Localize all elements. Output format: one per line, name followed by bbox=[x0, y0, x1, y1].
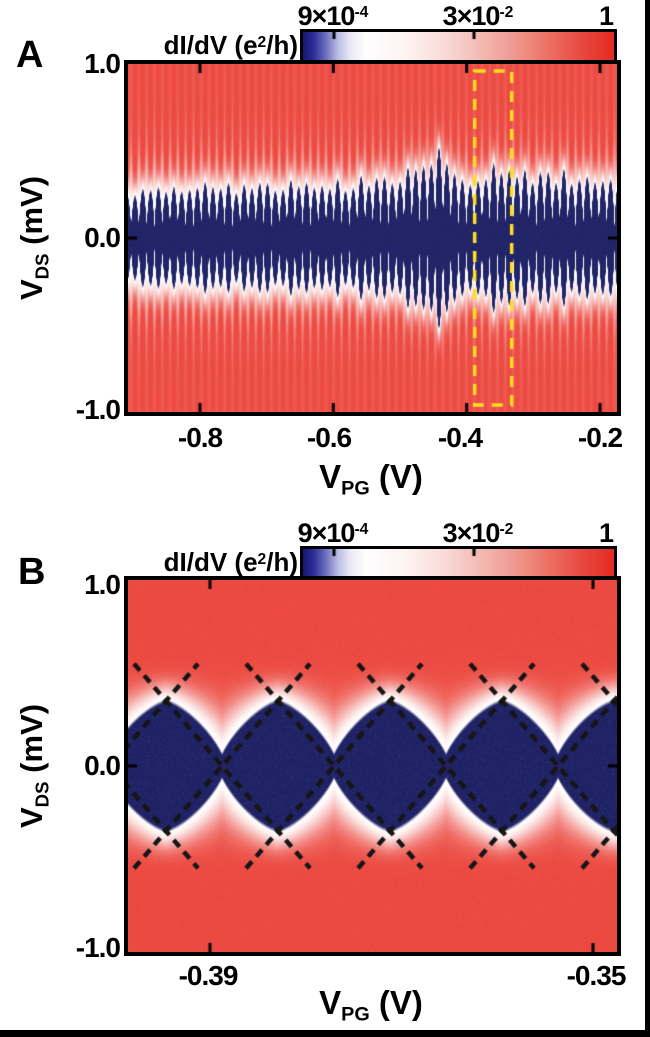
panel-a-letter: A bbox=[16, 34, 44, 76]
colorbar-b-tick-label-max: 1 bbox=[566, 520, 646, 547]
figure-border-right bbox=[645, 0, 650, 1037]
panel-b-ylabel-pre: V bbox=[14, 807, 50, 829]
colorbar-b-tick-mid-base: 3×10 bbox=[442, 518, 501, 548]
panel-a-xtick-04: -0.4 bbox=[437, 422, 483, 453]
colorbar-a-title-sup: 2 bbox=[257, 33, 267, 51]
panel-a-ylabel-sub: DS bbox=[31, 253, 53, 280]
panel-a-xtick-08: -0.8 bbox=[177, 422, 223, 453]
panel-a-ytick-1: 1.0 bbox=[84, 48, 121, 79]
panel-b-x-axis-label: VPG (V) bbox=[271, 986, 471, 1025]
panel-a-ytick-0: 0.0 bbox=[84, 222, 121, 253]
panel-a-xtick-02: -0.2 bbox=[577, 422, 623, 453]
colorbar-b-title-pre: dI/dV (e bbox=[163, 547, 258, 577]
colorbar-a-tick-min-exp: -4 bbox=[354, 4, 369, 22]
panel-b-ylabel-sub: DS bbox=[31, 781, 53, 808]
panel-b-xlabel-pre: V bbox=[319, 984, 342, 1021]
colorbar-a-tick-min-base: 9×10 bbox=[297, 1, 356, 31]
panel-a-ytick-neg1: -1.0 bbox=[75, 394, 121, 425]
panel-b-y-axis-label: VDS (mV) bbox=[14, 703, 53, 829]
panel-a-ylabel-pre: V bbox=[14, 279, 50, 301]
colorbar-b-tick-label-mid: 3×10-2 bbox=[398, 520, 558, 547]
colorbar-a-gradient bbox=[303, 32, 614, 60]
colorbar-a-title-post: /h) bbox=[266, 30, 298, 60]
panel-a-x-axis-label: VPG (V) bbox=[271, 460, 471, 499]
panel-a-xlabel-pre: V bbox=[319, 458, 342, 495]
colorbar-b-tick-min-base: 9×10 bbox=[297, 518, 356, 548]
colorbar-a-tick-label-max: 1 bbox=[566, 3, 646, 30]
panel-a-xlabel-sub: PG bbox=[341, 477, 370, 500]
colorbar-b-tick-mid-exp: -2 bbox=[499, 521, 514, 539]
colorbar-b-title-post: /h) bbox=[266, 547, 298, 577]
panel-b-xtick-039: -0.39 bbox=[178, 960, 239, 991]
panel-b-ytick-0: 0.0 bbox=[84, 750, 121, 781]
colorbar-b-title-sup: 2 bbox=[257, 550, 267, 568]
colorbar-a bbox=[300, 29, 617, 63]
colorbar-b-gradient bbox=[303, 549, 614, 577]
colorbar-b-tick-label-min: 9×10-4 bbox=[253, 520, 413, 547]
panel-a-xlabel-post: (V) bbox=[369, 458, 423, 495]
colorbar-b bbox=[300, 546, 617, 580]
panel-b-ytick-neg1: -1.0 bbox=[75, 932, 121, 963]
panel-b-xlabel-sub: PG bbox=[341, 1003, 370, 1026]
panel-b-ytick-1: 1.0 bbox=[84, 569, 121, 600]
panel-a-xtick-06: -0.6 bbox=[306, 422, 352, 453]
panel-b-heatmap-canvas bbox=[128, 580, 617, 952]
colorbar-a-tick-max-base: 1 bbox=[598, 1, 614, 31]
figure-border-bottom bbox=[0, 1030, 650, 1037]
colorbar-b-tick-min-exp: -4 bbox=[354, 521, 369, 539]
colorbar-a-tick-label-min: 9×10-4 bbox=[253, 3, 413, 30]
colorbar-a-tick-mid-base: 3×10 bbox=[442, 1, 501, 31]
panel-b-ylabel-post: (mV) bbox=[14, 703, 50, 782]
colorbar-a-tick-mid-exp: -2 bbox=[499, 4, 514, 22]
colorbar-b-tick-max-base: 1 bbox=[598, 518, 614, 548]
panel-b-letter: B bbox=[18, 551, 46, 593]
panel-b-xtick-035: -0.35 bbox=[566, 960, 627, 991]
colorbar-a-title: dI/dV (e2/h) bbox=[126, 32, 298, 58]
panel-a-plot bbox=[124, 60, 621, 416]
panel-b-xlabel-post: (V) bbox=[369, 984, 423, 1021]
colorbar-b-title: dI/dV (e2/h) bbox=[126, 549, 298, 575]
panel-a-heatmap-canvas bbox=[128, 64, 617, 412]
panel-a-ylabel-post: (mV) bbox=[14, 175, 50, 254]
panel-a-y-axis-label: VDS (mV) bbox=[14, 175, 53, 301]
colorbar-a-title-pre: dI/dV (e bbox=[163, 30, 258, 60]
panel-b-plot bbox=[124, 576, 621, 956]
colorbar-a-tick-label-mid: 3×10-2 bbox=[398, 3, 558, 30]
